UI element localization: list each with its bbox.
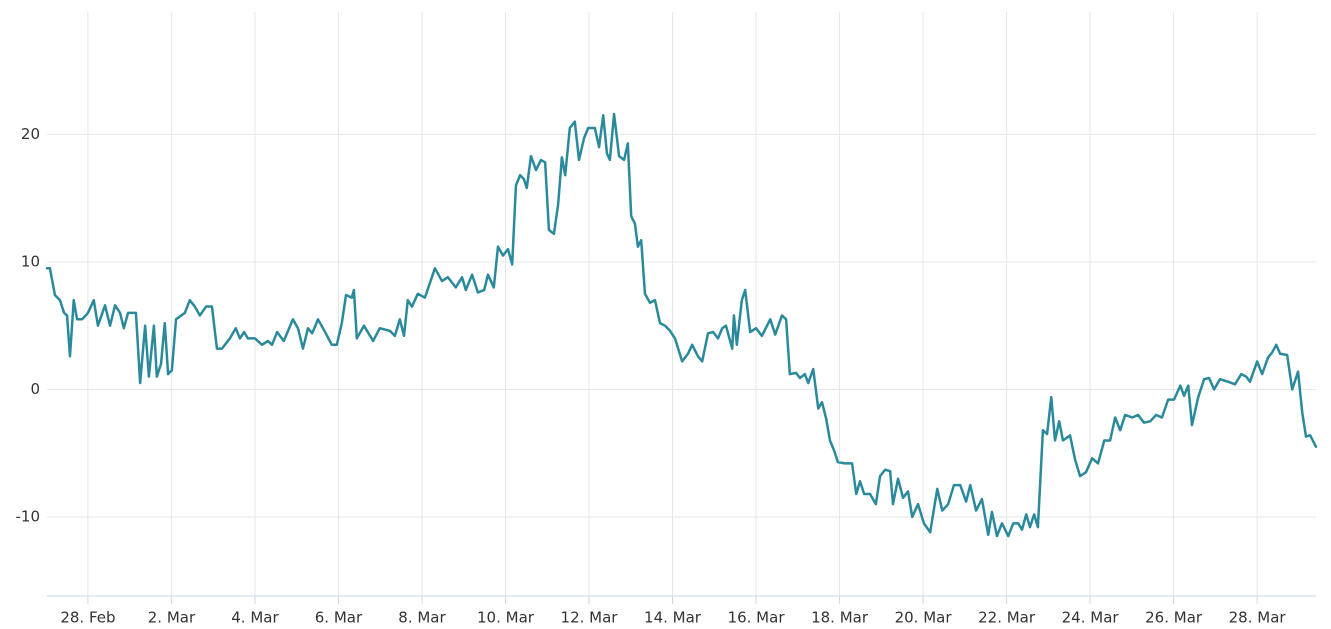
x-tick-label: 24. Mar [1062,609,1120,627]
y-tick-label: 20 [21,125,40,143]
y-tick-label: 0 [30,380,40,398]
x-tick-label: 6. Mar [315,609,363,627]
x-tick-label: 28. Feb [60,609,115,627]
x-tick-label: 16. Mar [728,609,786,627]
x-tick-label: 8. Mar [398,609,446,627]
x-tick-label: 4. Mar [231,609,279,627]
x-tick-label: 28. Mar [1229,609,1287,627]
data-line [45,112,1318,538]
x-tick-label: 26. Mar [1145,609,1203,627]
x-tick-label: 12. Mar [561,609,619,627]
x-tick-label: 20. Mar [895,609,953,627]
x-tick-label: 14. Mar [644,609,702,627]
x-tick-label: 18. Mar [811,609,869,627]
x-tick-label: 22. Mar [978,609,1036,627]
x-tick-label: 2. Mar [148,609,196,627]
y-tick-label: -10 [16,507,41,525]
y-tick-label: 10 [21,252,40,270]
x-tick-label: 10. Mar [477,609,535,627]
